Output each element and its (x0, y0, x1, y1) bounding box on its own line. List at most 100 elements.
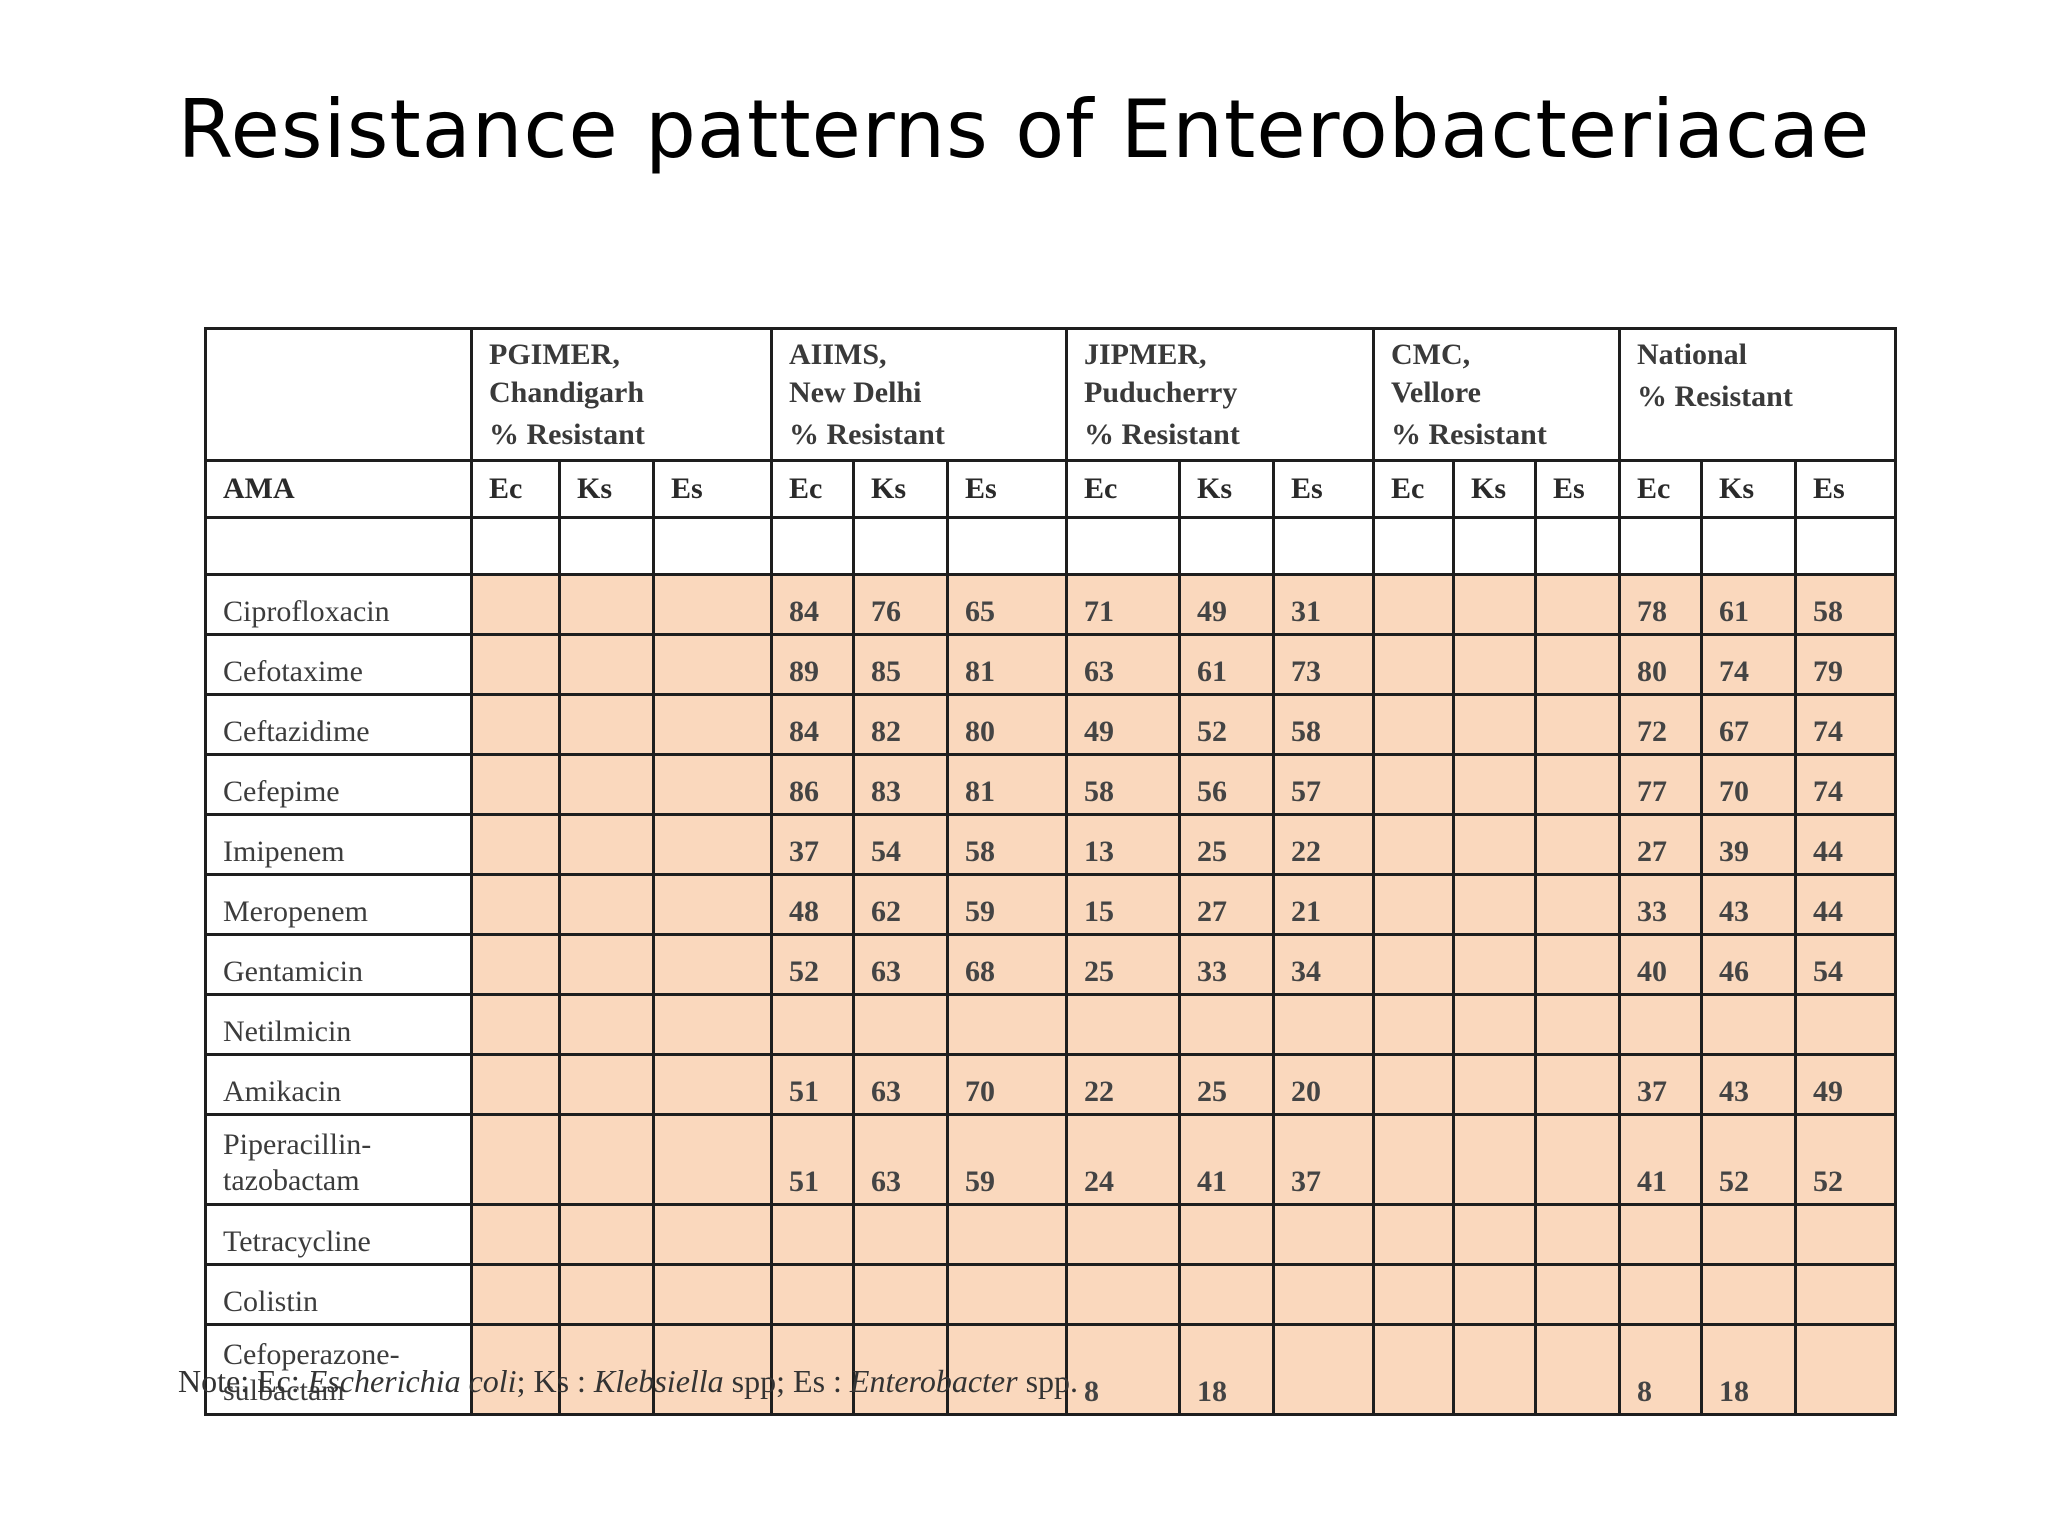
resistance-value-cell (1794, 1203, 1897, 1266)
resistance-value-cell: 74 (1794, 693, 1897, 756)
resistance-value-cell (652, 1263, 773, 1326)
note-ks-label: ; Ks : (516, 1363, 594, 1399)
resistance-value-cell: 80 (946, 693, 1068, 756)
header-group-cell: PGIMER, Chandigarh % Resistant (470, 327, 773, 462)
resistance-value-cell (1534, 813, 1621, 876)
resistance-value-cell (852, 1263, 949, 1326)
resistance-value-cell: 13 (1065, 813, 1181, 876)
resistance-value-cell (1372, 1203, 1455, 1266)
resistance-value-cell: 25 (1178, 813, 1275, 876)
blank-cell (1272, 516, 1375, 576)
species-header-cell: Es (946, 459, 1068, 519)
resistance-value-cell (1372, 993, 1455, 1056)
resistance-value-cell: 40 (1618, 933, 1703, 996)
resistance-value-cell (558, 993, 655, 1056)
resistance-value-cell: 58 (1272, 693, 1375, 756)
resistance-value-cell (1452, 873, 1537, 936)
header-group-name: JIPMER, Puducherry (1084, 338, 1238, 409)
blank-cell (558, 516, 655, 576)
resistance-value-cell (1452, 1053, 1537, 1116)
resistance-value-cell: 33 (1618, 873, 1703, 936)
resistance-value-cell (558, 1053, 655, 1116)
resistance-value-cell (1272, 1263, 1375, 1326)
resistance-value-cell (1372, 633, 1455, 696)
ama-header-cell: AMA (204, 459, 473, 519)
species-header-cell: Ec (1372, 459, 1455, 519)
drug-name-cell: Ciprofloxacin (204, 573, 473, 636)
resistance-value-cell (1372, 573, 1455, 636)
resistance-value-cell (1452, 1323, 1537, 1416)
resistance-value-cell (470, 633, 561, 696)
resistance-value-cell (852, 993, 949, 1056)
header-group-name: AIIMS, New Delhi (789, 338, 922, 409)
species-header-cell: Ks (558, 459, 655, 519)
note-ks-name: Klebsiella (593, 1363, 724, 1399)
resistance-value-cell (558, 633, 655, 696)
drug-name: Gentamicin (223, 955, 363, 988)
table-row: Meropenem 48 62 59 15 27 21 33 43 44 (204, 873, 1897, 936)
resistance-value-cell (1534, 753, 1621, 816)
resistance-value-cell (470, 1203, 561, 1266)
resistance-value-cell (470, 933, 561, 996)
resistance-value-cell: 22 (1065, 1053, 1181, 1116)
blank-cell (1534, 516, 1621, 576)
table-row: Ceftazidime 84 82 80 49 52 58 72 67 74 (204, 693, 1897, 756)
resistance-value-cell (852, 1323, 949, 1416)
table-note: Note: Ec: Escherichia coli; Ks : Klebsie… (178, 1363, 1078, 1400)
resistance-value-cell (1700, 1203, 1797, 1266)
header-group-name: PGIMER, Chandigarh (489, 338, 645, 409)
resistance-value-cell: 71 (1065, 573, 1181, 636)
resistance-value-cell: 18 (1700, 1323, 1797, 1416)
resistance-value-cell (1272, 1203, 1375, 1266)
resistance-value-cell: 33 (1178, 933, 1275, 996)
resistance-value-cell: 48 (770, 873, 855, 936)
drug-name-cell: Imipenem (204, 813, 473, 876)
resistance-value-cell: 20 (1272, 1053, 1375, 1116)
resistance-value-cell (1372, 873, 1455, 936)
resistance-value-cell: 8 (1618, 1323, 1703, 1416)
species-header-row: AMA Ec Ks Es Ec Ks Es Ec Ks Es Ec Ks Es Ec Ks Es (204, 459, 1897, 519)
resistance-value-cell (652, 753, 773, 816)
resistance-value-cell (558, 873, 655, 936)
blank-cell (770, 516, 855, 576)
resistance-value-cell (1534, 1323, 1621, 1416)
resistance-value-cell: 39 (1700, 813, 1797, 876)
species-header-cell: Ec (1065, 459, 1181, 519)
header-group-subtitle: % Resistant (1637, 380, 1793, 413)
drug-name-cell: Netilmicin (204, 993, 473, 1056)
resistance-value-cell (1794, 993, 1897, 1056)
resistance-value-cell: 61 (1178, 633, 1275, 696)
resistance-value-cell: 41 (1618, 1113, 1703, 1206)
note-es-name: Enterobacter (849, 1363, 1018, 1399)
header-group-subtitle: % Resistant (1084, 418, 1240, 451)
header-group-cell: JIPMER, Puducherry % Resistant (1065, 327, 1375, 462)
resistance-value-cell (1534, 873, 1621, 936)
resistance-value-cell (1372, 1323, 1455, 1416)
drug-name-cell: Ceftazidime (204, 693, 473, 756)
resistance-value-cell: 70 (946, 1053, 1068, 1116)
resistance-value-cell: 41 (1178, 1113, 1275, 1206)
note-suffix: spp. (1017, 1363, 1079, 1399)
resistance-value-cell (1065, 1263, 1181, 1326)
resistance-value-cell (558, 813, 655, 876)
species-header-cell: Ks (852, 459, 949, 519)
drug-name-cell: Colistin (204, 1263, 473, 1326)
resistance-value-cell (558, 1203, 655, 1266)
resistance-value-cell (652, 573, 773, 636)
resistance-value-cell: 85 (852, 633, 949, 696)
header-group-cell: National % Resistant (1618, 327, 1897, 462)
resistance-value-cell (770, 993, 855, 1056)
resistance-value-cell: 51 (770, 1113, 855, 1206)
resistance-value-cell (1372, 813, 1455, 876)
resistance-value-cell: 80 (1618, 633, 1703, 696)
resistance-value-cell: 84 (770, 573, 855, 636)
blank-cell (1178, 516, 1275, 576)
resistance-table: PGIMER, Chandigarh % Resistant AIIMS, New … (204, 327, 1897, 1416)
header-group-subtitle: % Resistant (489, 418, 645, 451)
table-row: Ciprofloxacin 84 76 65 71 49 31 78 61 58 (204, 573, 1897, 636)
drug-name: Imipenem (223, 835, 345, 868)
resistance-value-cell (470, 813, 561, 876)
resistance-value-cell (652, 693, 773, 756)
resistance-value-cell: 21 (1272, 873, 1375, 936)
blank-cell (652, 516, 773, 576)
